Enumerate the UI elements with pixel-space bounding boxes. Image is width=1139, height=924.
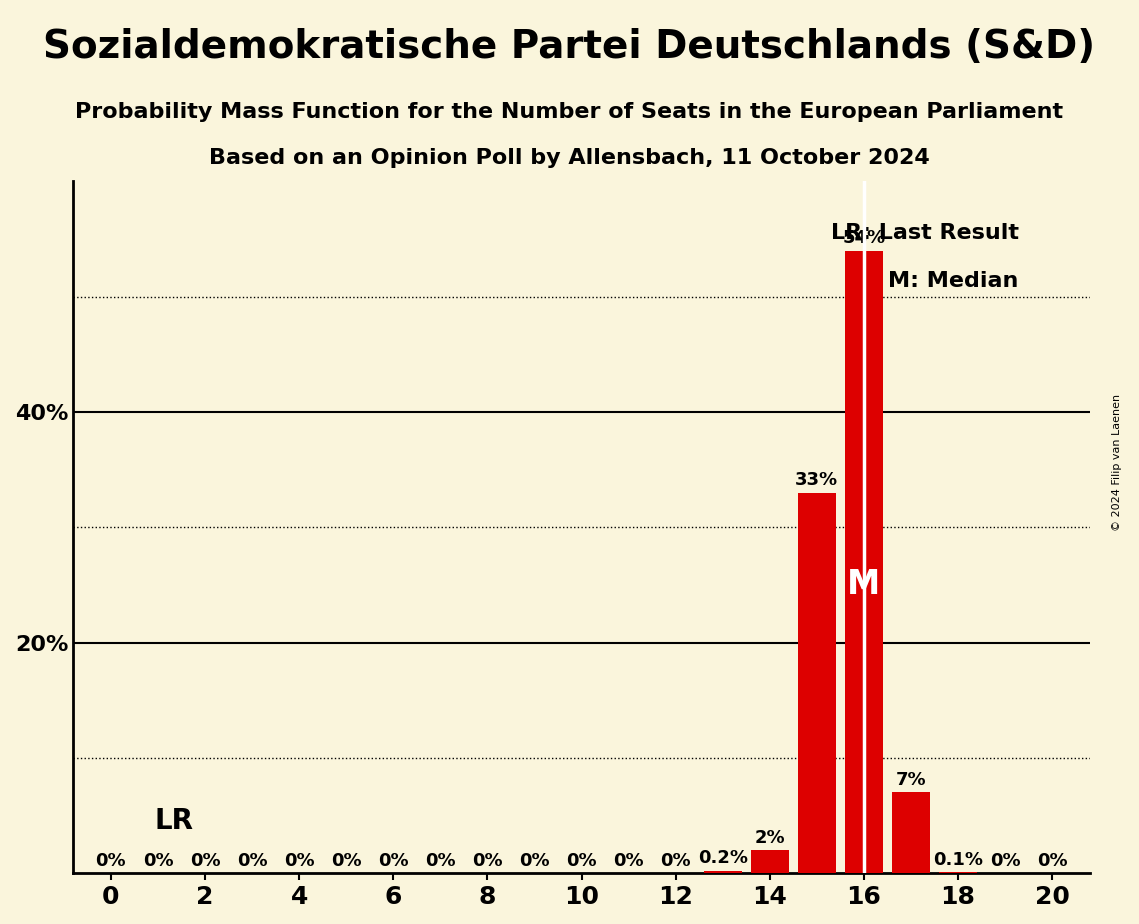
Text: LR: Last Result: LR: Last Result — [830, 223, 1018, 243]
Text: 0.2%: 0.2% — [698, 849, 747, 868]
Bar — [798, 492, 836, 873]
Text: Based on an Opinion Poll by Allensbach, 11 October 2024: Based on an Opinion Poll by Allensbach, … — [210, 148, 929, 168]
Bar — [940, 872, 977, 873]
Text: 0%: 0% — [142, 852, 173, 869]
Text: 2%: 2% — [754, 829, 785, 846]
Text: 0%: 0% — [566, 852, 597, 869]
Bar — [704, 871, 741, 873]
Text: 0%: 0% — [1036, 852, 1067, 869]
Text: LR: LR — [155, 808, 194, 835]
Text: Probability Mass Function for the Number of Seats in the European Parliament: Probability Mass Function for the Number… — [75, 102, 1064, 122]
Text: 0%: 0% — [190, 852, 220, 869]
Text: 0%: 0% — [990, 852, 1021, 869]
Text: 0%: 0% — [96, 852, 126, 869]
Text: 0%: 0% — [378, 852, 409, 869]
Text: 0%: 0% — [472, 852, 502, 869]
Bar — [751, 850, 788, 873]
Text: 0%: 0% — [661, 852, 691, 869]
Text: 7%: 7% — [895, 771, 926, 789]
Text: 54%: 54% — [843, 229, 885, 247]
Text: 0%: 0% — [613, 852, 644, 869]
Text: 0.1%: 0.1% — [933, 851, 983, 869]
Text: 0%: 0% — [284, 852, 314, 869]
Text: 0%: 0% — [519, 852, 550, 869]
Text: Sozialdemokratische Partei Deutschlands (S&D): Sozialdemokratische Partei Deutschlands … — [43, 28, 1096, 66]
Bar — [892, 793, 929, 873]
Text: 0%: 0% — [331, 852, 361, 869]
Text: © 2024 Filip van Laenen: © 2024 Filip van Laenen — [1112, 394, 1122, 530]
Bar — [845, 250, 883, 873]
Text: 0%: 0% — [237, 852, 268, 869]
Text: 0%: 0% — [425, 852, 456, 869]
Text: 33%: 33% — [795, 471, 838, 489]
Text: M: M — [847, 568, 880, 602]
Text: M: Median: M: Median — [888, 272, 1018, 291]
